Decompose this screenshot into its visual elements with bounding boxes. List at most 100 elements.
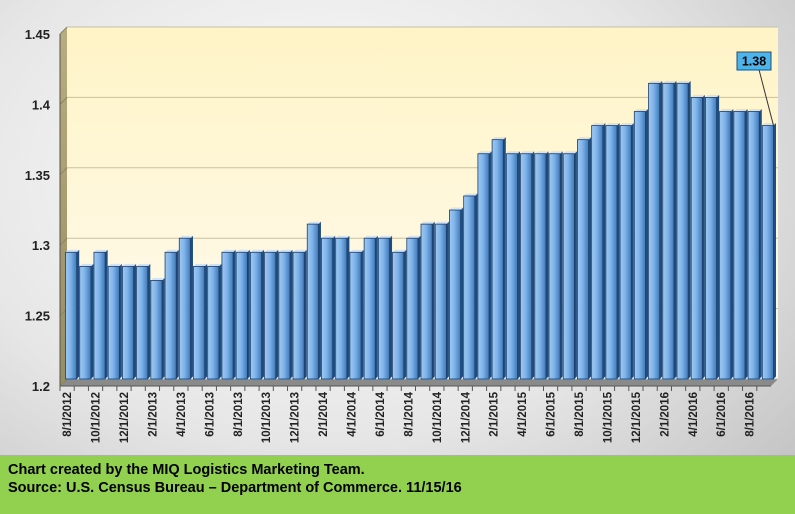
bar-top bbox=[122, 263, 137, 267]
bar-front bbox=[548, 153, 561, 380]
x-tick-label: 8/1/2015 bbox=[574, 391, 586, 436]
bar-front bbox=[520, 153, 533, 380]
bar-side bbox=[275, 249, 279, 379]
bar-side bbox=[617, 123, 620, 379]
bar bbox=[249, 249, 265, 380]
bar bbox=[164, 249, 179, 380]
bar-front bbox=[605, 125, 618, 380]
bar-top bbox=[193, 263, 208, 267]
bar bbox=[719, 108, 734, 380]
bar-side bbox=[261, 249, 265, 379]
bar-front bbox=[761, 125, 774, 380]
bar-front bbox=[577, 139, 590, 380]
bar bbox=[491, 137, 506, 380]
y-tick-label: 1.2 bbox=[32, 379, 50, 394]
bar-front bbox=[449, 209, 462, 380]
bar-front bbox=[164, 251, 177, 380]
x-tick-label: 6/1/2014 bbox=[375, 391, 387, 436]
bar-side bbox=[645, 108, 649, 379]
bar-top bbox=[477, 151, 492, 154]
bar-top bbox=[65, 249, 80, 253]
bar-side bbox=[631, 123, 634, 379]
bar-top bbox=[463, 193, 478, 196]
bar-side bbox=[304, 249, 307, 379]
bar-top bbox=[278, 249, 293, 253]
bar-front bbox=[79, 265, 92, 380]
x-axis-ticks: 8/1/2012 10/1/2012 12/1/2012 2/1/2013 4/1/20… bbox=[59, 385, 771, 443]
bar-top bbox=[349, 249, 364, 253]
x-tick-label: 12/1/2015 bbox=[631, 391, 643, 443]
bar bbox=[221, 249, 236, 380]
bar-front bbox=[733, 111, 746, 380]
callout-leader-line bbox=[758, 69, 774, 126]
bar-top bbox=[392, 249, 407, 253]
bar-top bbox=[207, 263, 222, 267]
y-tick-label: 1.25 bbox=[25, 309, 50, 324]
bar-side bbox=[176, 249, 179, 379]
x-tick-label: 6/1/2013 bbox=[204, 392, 216, 437]
bar bbox=[449, 207, 464, 380]
bar-front bbox=[719, 111, 732, 380]
x-tick-label: 10/1/2014 bbox=[432, 391, 444, 443]
bar-top bbox=[179, 235, 193, 239]
y-wall-gridline bbox=[59, 237, 68, 246]
bar bbox=[136, 263, 151, 380]
bar-side bbox=[133, 263, 137, 379]
bar-front bbox=[65, 251, 78, 380]
bar bbox=[548, 151, 563, 380]
bar-front bbox=[747, 111, 760, 380]
bar-top bbox=[691, 94, 705, 98]
x-tick-label: 6/1/2015 bbox=[546, 391, 558, 436]
bar-side bbox=[190, 235, 193, 379]
bar-top bbox=[307, 221, 321, 225]
bar-front bbox=[121, 265, 134, 380]
y-tick-label: 1.3 bbox=[32, 238, 50, 253]
y-wall-gridline bbox=[59, 97, 68, 105]
bar bbox=[278, 249, 293, 380]
bar bbox=[306, 221, 321, 380]
bar-side bbox=[716, 94, 720, 380]
x-tick-label: 8/1/2016 bbox=[745, 392, 757, 437]
bar-front bbox=[392, 251, 405, 380]
y-wall-gridline bbox=[59, 26, 68, 35]
bar-side bbox=[147, 263, 151, 379]
bar bbox=[107, 263, 122, 380]
bar bbox=[434, 221, 449, 380]
bar-side bbox=[702, 94, 705, 380]
bar-front bbox=[278, 251, 291, 380]
bar-side bbox=[503, 137, 506, 379]
bar-side bbox=[90, 263, 94, 379]
x-tick-label: 10/1/2013 bbox=[261, 392, 273, 443]
bar-top bbox=[492, 137, 506, 140]
bar-top bbox=[378, 235, 393, 239]
bar-front bbox=[249, 251, 262, 380]
bar-front bbox=[406, 237, 419, 380]
bar bbox=[392, 249, 407, 380]
callout-box bbox=[736, 51, 772, 71]
bar-side bbox=[105, 249, 108, 379]
x-tick-label: 2/1/2014 bbox=[318, 391, 330, 436]
bar-front bbox=[562, 153, 575, 380]
x-tick-label: 12/1/2012 bbox=[119, 392, 131, 443]
bar-top bbox=[79, 263, 94, 267]
bar bbox=[463, 193, 478, 380]
bar-side bbox=[474, 193, 478, 379]
bar-top bbox=[435, 221, 449, 225]
bar bbox=[150, 277, 165, 380]
bar-top bbox=[676, 80, 691, 84]
bar-side bbox=[318, 221, 321, 379]
footer-banner: Chart created by the MIQ Logistics Marke… bbox=[0, 455, 795, 514]
x-tick-label: 4/1/2015 bbox=[517, 391, 529, 436]
bar-side bbox=[759, 108, 762, 379]
bar bbox=[93, 249, 108, 380]
bar bbox=[363, 235, 378, 380]
x-tick-label: 2/1/2015 bbox=[489, 391, 501, 436]
x-tick-label: 2/1/2013 bbox=[147, 392, 159, 437]
bar-front bbox=[648, 82, 661, 380]
bar bbox=[505, 151, 521, 380]
x-tick-label: 8/1/2014 bbox=[403, 391, 415, 436]
bar-front bbox=[463, 195, 476, 380]
bar bbox=[349, 249, 364, 380]
bar bbox=[193, 263, 208, 380]
bar-front bbox=[264, 251, 277, 380]
